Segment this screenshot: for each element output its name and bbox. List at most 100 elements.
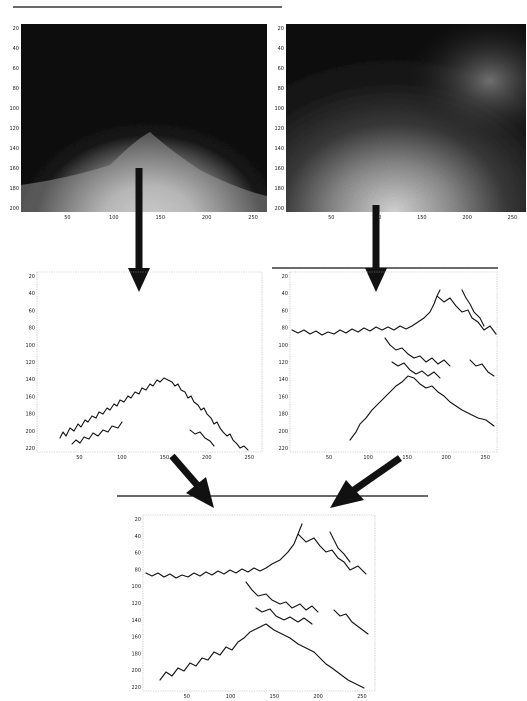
y-tick-label: 160 (9, 166, 19, 172)
y-tick-label: 100 (25, 343, 35, 349)
edge-combined-x-ticks: 50 100 150 200 250 (184, 694, 367, 700)
x-tick-label: 150 (417, 215, 427, 221)
x-tick-label: 100 (109, 215, 119, 221)
arrow-right-diagonal (330, 455, 402, 508)
y-tick-label: 40 (135, 534, 141, 540)
photo-panel-right: 20 40 60 80 100 120 140 160 180 200 50 100 150 200 25… (274, 24, 526, 221)
y-tick-label: 60 (135, 551, 141, 557)
x-tick-label: 200 (462, 215, 472, 221)
y-tick-label: 140 (9, 146, 19, 152)
y-tick-label: 60 (282, 308, 288, 314)
x-tick-label: 200 (441, 455, 451, 461)
x-tick-label: 200 (313, 694, 323, 700)
y-tick-label: 100 (9, 106, 19, 112)
x-tick-label: 150 (155, 215, 165, 221)
y-tick-label: 180 (131, 651, 141, 657)
x-tick-label: 50 (76, 455, 82, 461)
y-tick-label: 60 (278, 66, 284, 72)
y-tick-label: 100 (274, 106, 284, 112)
x-tick-label: 100 (226, 694, 236, 700)
y-tick-label: 20 (135, 517, 141, 523)
edge-combined-y-ticks: 20 40 60 80 100 120 140 160 180 200 220 (131, 517, 141, 691)
y-tick-label: 20 (13, 26, 19, 32)
edge-combined-frame (142, 514, 376, 692)
y-tick-label: 40 (282, 291, 288, 297)
edge-panel-combined: 20 40 60 80 100 120 140 160 180 200 220 50 100 150 20… (131, 514, 376, 700)
y-tick-label: 100 (278, 343, 288, 349)
y-tick-label: 140 (131, 618, 141, 624)
x-tick-label: 150 (402, 455, 412, 461)
y-tick-label: 200 (274, 206, 284, 212)
y-tick-label: 120 (25, 360, 35, 366)
y-tick-label: 120 (131, 601, 141, 607)
y-tick-label: 20 (278, 26, 284, 32)
edge-left-frame (36, 271, 263, 453)
y-tick-label: 60 (13, 66, 19, 72)
y-tick-label: 160 (25, 394, 35, 400)
y-tick-label: 220 (131, 685, 141, 691)
edge-panel-right: 20 40 60 80 100 120 140 160 180 200 220 50 100 150 20… (278, 271, 498, 461)
edge-left-x-ticks: 50 100 150 200 250 (76, 455, 254, 461)
y-tick-label: 140 (278, 377, 288, 383)
x-tick-label: 50 (328, 215, 334, 221)
x-tick-label: 150 (160, 455, 170, 461)
edge-combined-center (245, 581, 319, 625)
y-tick-label: 200 (25, 429, 35, 435)
arrow-left-diagonal (169, 453, 214, 508)
y-tick-label: 140 (25, 377, 35, 383)
edge-panel-left: 20 40 60 80 100 120 140 160 180 200 220 50 100 150 20… (25, 271, 263, 461)
y-tick-label: 200 (9, 206, 19, 212)
x-tick-label: 200 (202, 215, 212, 221)
y-tick-label: 40 (278, 46, 284, 52)
x-tick-label: 100 (117, 455, 127, 461)
y-tick-label: 120 (274, 126, 284, 132)
photo-left-x-ticks: 50 100 150 200 250 (64, 215, 258, 221)
edge-right-center (384, 337, 451, 379)
y-tick-label: 180 (278, 412, 288, 418)
y-tick-label: 160 (274, 166, 284, 172)
y-tick-label: 220 (278, 446, 288, 452)
arrow-left-down (128, 168, 150, 292)
y-tick-label: 160 (131, 635, 141, 641)
y-tick-label: 20 (29, 274, 35, 280)
edge-combined-horizon (145, 523, 367, 579)
edge-left-contour (59, 377, 249, 451)
edge-left-contour-inner (71, 421, 215, 447)
edge-right-x-ticks: 50 100 150 200 250 (326, 455, 490, 461)
edge-left-y-ticks: 20 40 60 80 100 120 140 160 180 200 220 (25, 274, 35, 452)
x-tick-label: 250 (244, 455, 254, 461)
x-tick-label: 100 (363, 455, 373, 461)
x-tick-label: 150 (270, 694, 280, 700)
photo-left-y-ticks: 20 40 60 80 100 120 140 160 180 200 (9, 26, 19, 212)
edge-right-frame (289, 271, 498, 453)
x-tick-label: 200 (202, 455, 212, 461)
photo-left-road (21, 132, 267, 212)
y-tick-label: 120 (9, 126, 19, 132)
x-tick-label: 50 (184, 694, 190, 700)
arrow-right-down (365, 205, 387, 292)
y-tick-label: 160 (278, 394, 288, 400)
y-tick-label: 100 (131, 584, 141, 590)
y-tick-label: 80 (29, 326, 35, 332)
edge-right-side (461, 289, 495, 377)
y-tick-label: 200 (131, 668, 141, 674)
y-tick-label: 180 (9, 186, 19, 192)
photo-panel-left: 20 40 60 80 100 120 140 160 180 200 50 100 150 200 25… (9, 24, 267, 221)
edge-right-lower (349, 375, 495, 441)
y-tick-label: 40 (29, 291, 35, 297)
y-tick-label: 60 (29, 308, 35, 314)
edge-combined-side (329, 531, 369, 635)
x-tick-label: 250 (357, 694, 367, 700)
y-tick-label: 80 (278, 86, 284, 92)
photo-left-image (21, 24, 267, 212)
x-tick-label: 250 (481, 455, 491, 461)
x-tick-label: 250 (508, 215, 518, 221)
y-tick-label: 20 (282, 274, 288, 280)
photo-right-y-ticks: 20 40 60 80 100 120 140 160 180 200 (274, 26, 284, 212)
y-tick-label: 40 (13, 46, 19, 52)
edge-combined-lower (159, 623, 365, 689)
y-tick-label: 220 (25, 446, 35, 452)
y-tick-label: 140 (274, 146, 284, 152)
y-tick-label: 200 (278, 429, 288, 435)
